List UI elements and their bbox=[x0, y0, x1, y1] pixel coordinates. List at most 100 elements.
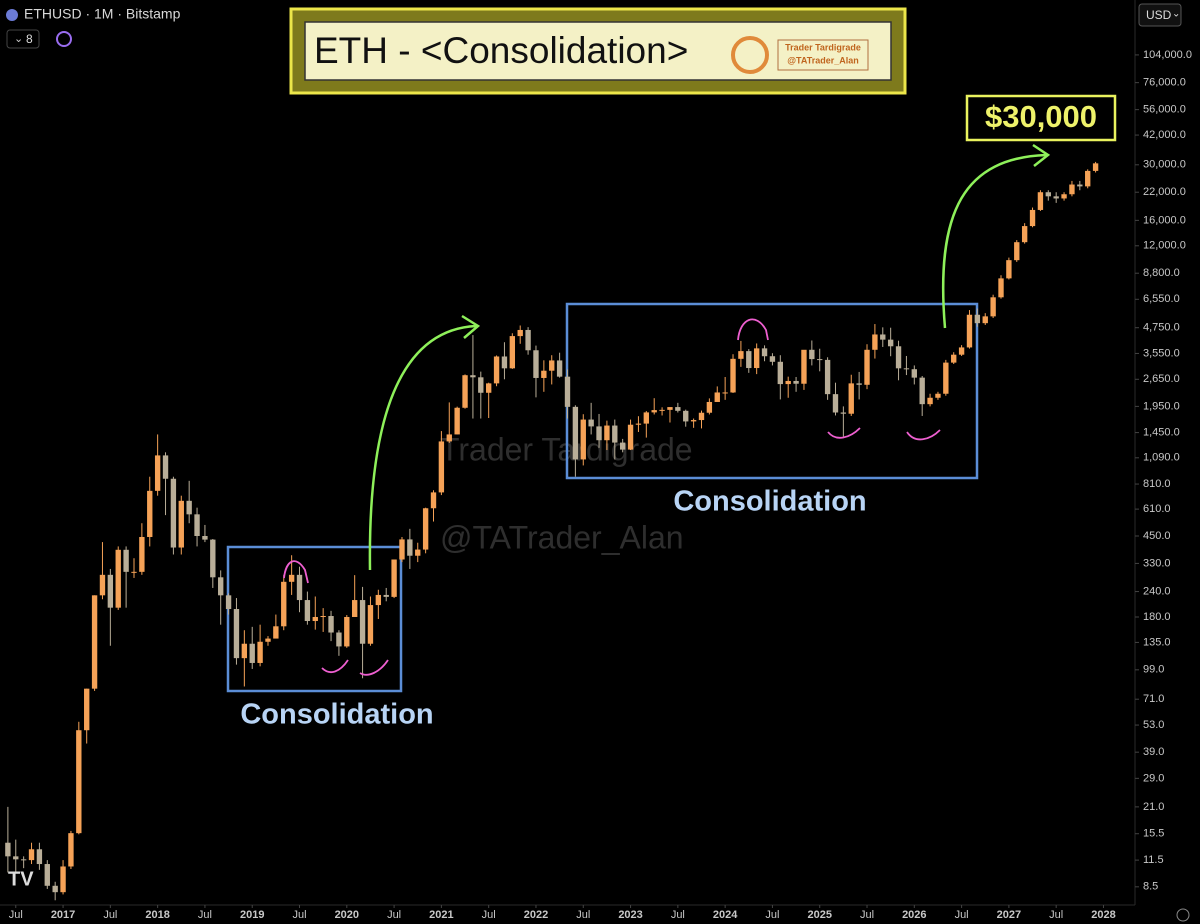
y-tick-label: 30,000.0 bbox=[1143, 159, 1186, 171]
candle-body bbox=[478, 377, 484, 393]
x-tick-label: 2023 bbox=[618, 909, 642, 921]
y-tick-label: 42,000.0 bbox=[1143, 129, 1186, 141]
candle-body bbox=[1061, 194, 1067, 199]
candle-body bbox=[273, 626, 279, 639]
candle-body bbox=[320, 616, 326, 618]
candle-body bbox=[1077, 184, 1083, 187]
candle-body bbox=[186, 500, 192, 515]
y-tick-label: 21.0 bbox=[1143, 801, 1164, 813]
candle-body bbox=[99, 574, 106, 596]
x-tick-label: Jul bbox=[1049, 909, 1063, 921]
candle-body bbox=[233, 609, 240, 659]
candle-body bbox=[68, 833, 74, 867]
swoosh bbox=[359, 659, 389, 676]
candle-body bbox=[304, 600, 311, 622]
x-tick-label: 2024 bbox=[713, 909, 738, 921]
candle-body bbox=[572, 406, 579, 460]
candle-body bbox=[801, 349, 807, 384]
candle-body bbox=[746, 351, 752, 369]
candle-body bbox=[13, 856, 19, 860]
x-tick-label: 2026 bbox=[902, 909, 926, 921]
y-tick-label: 610.0 bbox=[1143, 503, 1171, 515]
candle-body bbox=[533, 350, 539, 378]
y-tick-label: 135.0 bbox=[1143, 636, 1171, 648]
candle-body bbox=[690, 420, 697, 422]
candle-body bbox=[541, 370, 547, 378]
candle-body bbox=[415, 549, 421, 556]
y-tick-label: 6,550.0 bbox=[1143, 293, 1180, 305]
candle-body bbox=[501, 356, 508, 369]
symbol[interactable]: ETHUSD · 1M · Bitstamp bbox=[24, 6, 181, 22]
candle-body bbox=[1014, 242, 1020, 261]
candle-body bbox=[202, 536, 208, 540]
currency-select[interactable] bbox=[1138, 3, 1182, 27]
logo: Trader Tardigrade @TATrader_Alan bbox=[731, 36, 869, 74]
y-tick-label: 11.5 bbox=[1143, 854, 1164, 866]
candle-body bbox=[619, 442, 626, 450]
candle-body bbox=[288, 574, 295, 582]
indicator-toggle[interactable] bbox=[6, 29, 40, 49]
candle-body bbox=[919, 377, 925, 405]
candle-body bbox=[367, 605, 374, 644]
candle-body bbox=[958, 347, 965, 355]
candle-body bbox=[722, 392, 728, 394]
swoosh bbox=[321, 659, 349, 674]
candles bbox=[5, 161, 1099, 901]
candle-body bbox=[218, 577, 224, 596]
candle-body bbox=[777, 361, 783, 385]
y-tick-label: 810.0 bbox=[1143, 478, 1171, 490]
refresh-icon[interactable] bbox=[56, 31, 72, 47]
y-tick-label: 22,000.0 bbox=[1143, 186, 1186, 198]
candle-body bbox=[564, 376, 571, 407]
watermark: @TATrader_Alan bbox=[440, 519, 684, 555]
candle-body bbox=[753, 348, 760, 369]
candle-body bbox=[470, 375, 476, 378]
candle-body bbox=[895, 346, 902, 369]
candle-body bbox=[20, 859, 27, 861]
y-tick-label: 12,000.0 bbox=[1143, 240, 1186, 252]
candle-body bbox=[911, 369, 917, 378]
y-tick-label: 39.0 bbox=[1143, 746, 1164, 758]
arrow-head bbox=[461, 314, 481, 339]
swoosh bbox=[737, 318, 769, 341]
candle-body bbox=[927, 397, 933, 405]
candle-body bbox=[5, 842, 11, 857]
candle-body bbox=[1092, 163, 1099, 171]
x-tick-label: Jul bbox=[9, 909, 23, 921]
y-tick-label: 99.0 bbox=[1143, 664, 1164, 676]
candle-body bbox=[580, 419, 586, 460]
candle-body bbox=[131, 571, 137, 573]
y-tick-label: 1,450.0 bbox=[1143, 426, 1180, 438]
candle-body bbox=[509, 336, 516, 369]
candle-body bbox=[1006, 260, 1012, 279]
y-tick-label: 29.0 bbox=[1143, 772, 1164, 784]
x-tick-label: 2022 bbox=[524, 909, 548, 921]
arrow bbox=[941, 153, 1047, 329]
swoosh bbox=[283, 560, 309, 584]
candle-body bbox=[793, 380, 799, 384]
consolidation-box bbox=[226, 545, 403, 693]
y-tick-label: 53.0 bbox=[1143, 719, 1164, 731]
candle-body bbox=[249, 643, 255, 663]
candle-body bbox=[769, 356, 776, 362]
x-tick-label: 2020 bbox=[335, 909, 359, 921]
chart-title: ETH - <Consolidation> bbox=[314, 30, 688, 71]
arrow-head bbox=[1032, 143, 1051, 167]
tv-logo: TV bbox=[8, 868, 34, 890]
logo-text: Trader Tardigrade bbox=[785, 42, 861, 52]
settings-icon[interactable] bbox=[1176, 908, 1190, 922]
candle-body bbox=[714, 392, 720, 402]
candle-body bbox=[383, 594, 389, 597]
candle-body bbox=[210, 539, 216, 578]
candle-body bbox=[336, 632, 342, 647]
candle-body bbox=[974, 314, 981, 324]
candle-body bbox=[635, 423, 642, 425]
candle-body bbox=[643, 412, 649, 424]
candle-body bbox=[596, 426, 602, 441]
arrow bbox=[368, 324, 477, 571]
x-tick-label: 2019 bbox=[240, 909, 264, 921]
candle-body bbox=[1029, 209, 1036, 227]
logo-icon bbox=[731, 36, 769, 74]
y-tick-label: 3,550.0 bbox=[1143, 347, 1180, 359]
